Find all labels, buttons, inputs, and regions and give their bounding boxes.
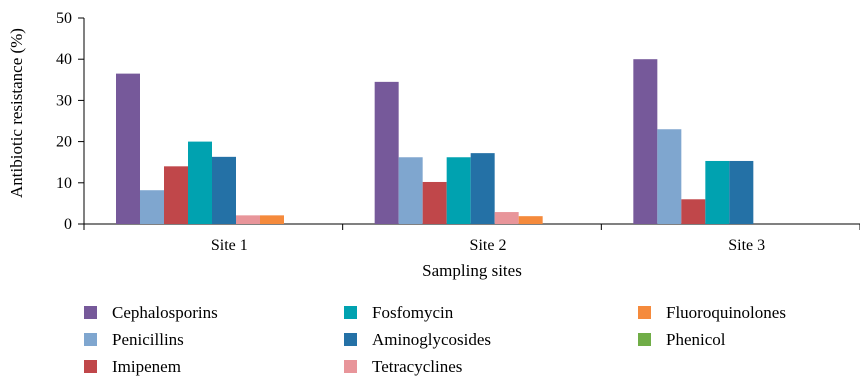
bar-imipenem-site-3 [681,199,706,224]
legend-item: Cephalosporins [84,303,218,322]
legend-swatch [84,360,97,373]
legend-item: Fosfomycin [344,303,454,322]
x-tick-label: Site 3 [728,237,765,254]
y-axis-title: Antibiotic resistance (%) [7,28,26,198]
bar-cephalosporins-site-2 [374,81,399,224]
y-tick-label: 40 [56,51,72,68]
bar-cephalosporins-site-1 [116,73,140,225]
tick-labels: 0 10 20 30 40 50 Site 1 Site 2 Site 3 [56,10,765,254]
legend-label: Fluoroquinolones [666,303,786,322]
bar-aminoglycosides-site-2 [470,153,495,224]
legend-label: Fosfomycin [372,303,454,322]
legend-label: Phenicol [666,330,726,349]
legend-swatch [638,333,651,346]
legend-item: Tetracyclines [344,357,462,376]
bar-penicillins-site-1 [140,190,164,224]
x-tick-label: Site 2 [470,237,507,254]
bar-fosfomycin-site-1 [188,141,212,224]
y-tick-label: 50 [56,10,72,27]
bar-imipenem-site-1 [164,166,188,224]
bar-fluoroquinolones-site-2 [518,216,543,224]
legend-item: Imipenem [84,357,181,376]
legend-swatch [84,333,97,346]
legend: Cephalosporins Penicillins Imipenem Fosfomy… [84,303,786,376]
bar-tetracyclines-site-2 [494,212,519,224]
bar-penicillins-site-2 [398,157,423,224]
y-tick-label: 0 [64,216,72,233]
legend-label: Cephalosporins [112,303,218,322]
legend-swatch [344,360,357,373]
bar-aminoglycosides-site-3 [729,160,754,224]
bar-penicillins-site-3 [657,129,682,224]
legend-label: Imipenem [112,357,181,376]
bar-fosfomycin-site-2 [446,157,471,224]
bars [116,59,754,225]
legend-swatch [344,306,357,319]
legend-item: Fluoroquinolones [638,303,786,322]
legend-item: Phenicol [638,330,726,349]
bar-aminoglycosides-site-1 [212,156,236,224]
bar-fluoroquinolones-site-1 [260,215,284,224]
legend-swatch [84,306,97,319]
y-tick-label: 30 [56,92,72,109]
legend-swatch [638,306,651,319]
bar-tetracyclines-site-1 [236,215,260,224]
y-tick-label: 10 [56,175,72,192]
legend-label: Tetracyclines [372,357,462,376]
y-tick-label: 20 [56,134,72,151]
x-tick-label: Site 1 [211,237,248,254]
legend-swatch [344,333,357,346]
x-axis-title: Sampling sites [422,261,522,280]
bar-cephalosporins-site-3 [633,59,658,225]
legend-item: Aminoglycosides [344,330,491,349]
bar-imipenem-site-2 [422,181,447,224]
bar-fosfomycin-site-3 [705,160,730,224]
legend-item: Penicillins [84,330,184,349]
legend-label: Aminoglycosides [372,330,491,349]
legend-label: Penicillins [112,330,184,349]
